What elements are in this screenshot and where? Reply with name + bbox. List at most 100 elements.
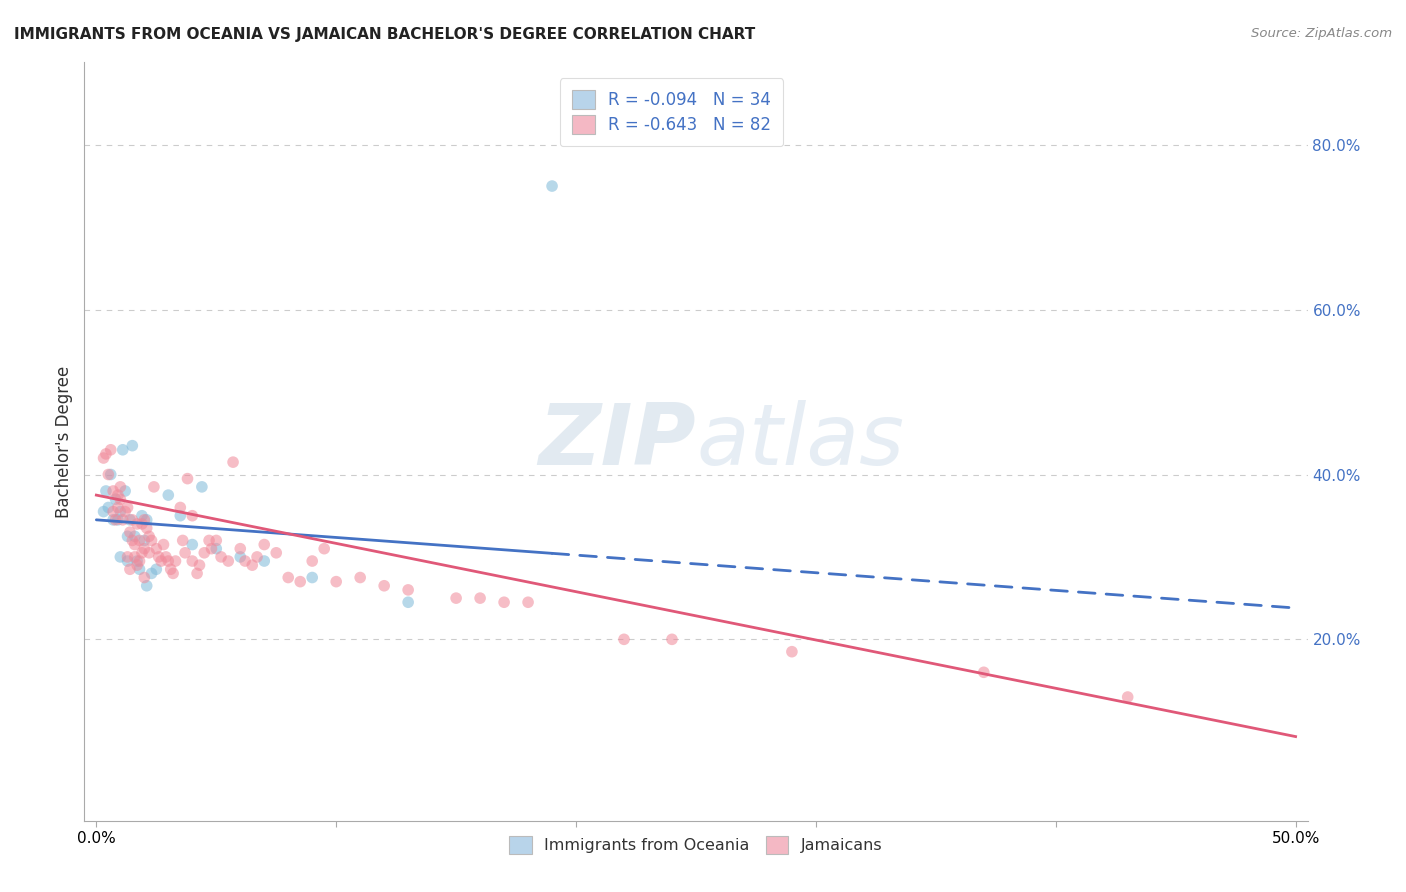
Point: [118, 525, 141, 540]
Point: [138, 546, 160, 560]
Point: [157, 488, 180, 502]
Point: [396, 595, 419, 609]
Point: [191, 480, 214, 494]
Point: [613, 632, 636, 647]
Point: [217, 554, 239, 568]
Point: [131, 516, 153, 531]
Point: [290, 574, 312, 589]
Point: [541, 179, 564, 194]
Point: [145, 562, 167, 576]
Point: [135, 579, 157, 593]
Point: [155, 549, 177, 564]
Point: [222, 455, 245, 469]
Point: [135, 521, 157, 535]
Point: [200, 541, 222, 556]
Point: [94, 483, 117, 498]
Point: [107, 488, 129, 502]
Point: [181, 537, 204, 551]
Y-axis label: Bachelor's Degree: Bachelor's Degree: [55, 366, 73, 517]
Point: [468, 591, 491, 606]
Text: ZIP: ZIP: [538, 400, 696, 483]
Point: [128, 562, 150, 576]
Text: IMMIGRANTS FROM OCEANIA VS JAMAICAN BACHELOR'S DEGREE CORRELATION CHART: IMMIGRANTS FROM OCEANIA VS JAMAICAN BACH…: [14, 27, 755, 42]
Point: [205, 541, 228, 556]
Point: [104, 513, 127, 527]
Point: [145, 541, 167, 556]
Point: [131, 508, 153, 523]
Point: [134, 570, 156, 584]
Point: [117, 549, 139, 564]
Point: [141, 533, 163, 548]
Point: [107, 513, 129, 527]
Point: [150, 554, 173, 568]
Point: [121, 513, 143, 527]
Point: [301, 554, 323, 568]
Point: [93, 505, 115, 519]
Point: [162, 566, 184, 581]
Point: [661, 632, 683, 647]
Point: [124, 537, 146, 551]
Point: [169, 500, 191, 515]
Point: [373, 579, 395, 593]
Text: atlas: atlas: [696, 400, 904, 483]
Point: [159, 562, 181, 576]
Point: [134, 541, 156, 556]
Point: [117, 500, 139, 515]
Point: [152, 537, 174, 551]
Point: [97, 500, 120, 515]
Point: [494, 595, 516, 609]
Legend: Immigrants from Oceania, Jamaicans: Immigrants from Oceania, Jamaicans: [502, 828, 890, 862]
Point: [118, 562, 141, 576]
Point: [349, 570, 371, 584]
Point: [117, 554, 139, 568]
Point: [135, 513, 157, 527]
Point: [118, 513, 141, 527]
Point: [174, 546, 197, 560]
Point: [209, 549, 232, 564]
Point: [101, 505, 124, 519]
Point: [253, 537, 276, 551]
Point: [198, 533, 221, 548]
Point: [111, 513, 134, 527]
Point: [246, 549, 269, 564]
Point: [100, 467, 122, 482]
Point: [110, 480, 132, 494]
Point: [181, 554, 204, 568]
Point: [264, 546, 287, 560]
Point: [229, 541, 252, 556]
Point: [127, 558, 149, 573]
Point: [396, 582, 419, 597]
Point: [253, 554, 276, 568]
Point: [134, 533, 156, 548]
Point: [240, 558, 263, 573]
Point: [517, 595, 540, 609]
Point: [325, 574, 347, 589]
Point: [973, 665, 995, 680]
Point: [141, 566, 163, 581]
Point: [233, 554, 256, 568]
Point: [131, 546, 153, 560]
Point: [188, 558, 211, 573]
Point: [114, 483, 136, 498]
Point: [172, 533, 194, 548]
Point: [186, 566, 208, 581]
Point: [100, 442, 122, 457]
Point: [142, 480, 165, 494]
Point: [229, 549, 252, 564]
Point: [104, 492, 127, 507]
Point: [97, 467, 120, 482]
Point: [114, 505, 136, 519]
Point: [138, 529, 160, 543]
Point: [101, 513, 124, 527]
Point: [110, 505, 132, 519]
Point: [127, 516, 149, 531]
Point: [111, 442, 134, 457]
Point: [121, 533, 143, 548]
Point: [277, 570, 299, 584]
Point: [181, 508, 204, 523]
Point: [314, 541, 336, 556]
Point: [110, 549, 132, 564]
Point: [134, 513, 156, 527]
Point: [205, 533, 228, 548]
Point: [128, 533, 150, 548]
